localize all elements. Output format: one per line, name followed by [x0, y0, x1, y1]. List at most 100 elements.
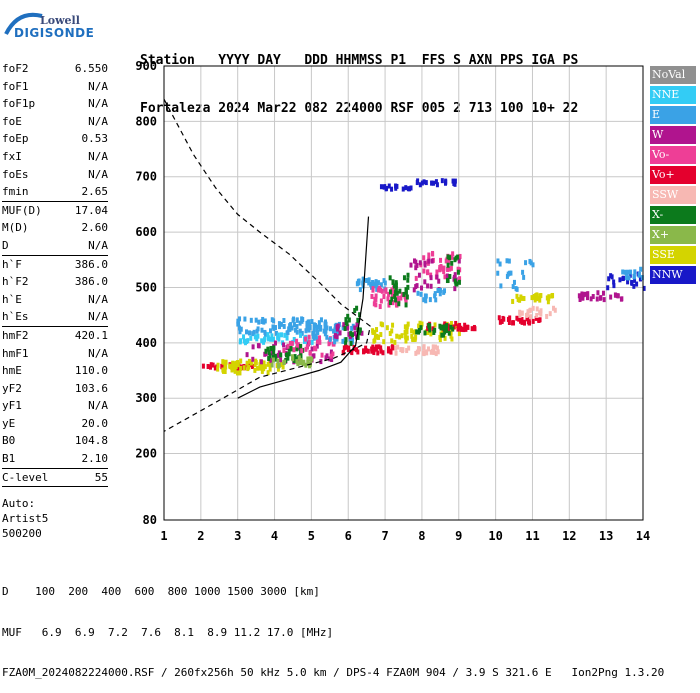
echo-point: [422, 255, 426, 261]
echo-point: [372, 350, 376, 356]
echo-point: [393, 339, 397, 345]
echo-point: [378, 304, 382, 310]
param-label: B0: [2, 434, 16, 448]
echo-point: [306, 319, 310, 325]
echo-point: [404, 302, 408, 308]
echo-point: [224, 359, 228, 365]
echo-point: [443, 335, 447, 341]
echo-point: [438, 323, 442, 329]
echo-point: [381, 350, 385, 356]
echo-point: [418, 260, 422, 266]
echo-point: [519, 318, 523, 324]
echo-point: [295, 346, 299, 352]
echo-point: [601, 290, 605, 296]
echo-point: [448, 266, 452, 272]
echo-point: [582, 292, 586, 298]
echo-point: [435, 182, 439, 188]
echo-point: [521, 269, 525, 275]
echo-point: [535, 292, 539, 298]
echo-point: [330, 357, 334, 363]
echo-point: [295, 329, 299, 335]
echo-point: [279, 321, 283, 327]
echo-point: [384, 186, 388, 192]
param-label: yF2: [2, 381, 22, 395]
legend-item: NNW: [650, 266, 696, 284]
param-value: 420.1: [74, 328, 108, 342]
echo-point: [401, 347, 405, 353]
echo-point: [379, 282, 383, 288]
echo-point: [249, 317, 253, 323]
echo-point: [632, 283, 636, 289]
echo-point: [349, 341, 353, 347]
echo-point: [415, 329, 419, 335]
echo-point: [370, 346, 374, 352]
echo-point: [350, 350, 354, 356]
echo-point: [448, 273, 452, 279]
echo-point: [388, 300, 392, 306]
echo-point: [324, 328, 328, 334]
echo-point: [431, 250, 435, 256]
echo-point: [239, 326, 243, 332]
echo-point: [267, 350, 271, 356]
param-row: foF1p N/A: [2, 95, 108, 113]
echo-point: [262, 339, 266, 345]
echo-point: [538, 293, 542, 299]
echo-point: [428, 327, 432, 333]
echo-point: [272, 318, 276, 324]
param-value: 20.0: [81, 416, 109, 430]
echo-point: [447, 259, 451, 265]
echo-point: [255, 328, 259, 334]
x-tick-label: 10: [488, 529, 502, 543]
echo-point: [429, 331, 433, 337]
echo-point: [351, 337, 355, 343]
echo-point: [264, 348, 268, 354]
echo-point: [251, 344, 255, 350]
echo-point: [268, 362, 272, 368]
echo-point: [304, 336, 308, 342]
echo-point: [423, 279, 427, 285]
x-tick-label: 9: [455, 529, 462, 543]
echo-point: [402, 291, 406, 297]
echo-point: [435, 345, 439, 351]
param-value: 104.8: [74, 434, 108, 448]
echo-point: [304, 362, 308, 368]
echo-point: [279, 352, 283, 358]
echo-point: [445, 323, 449, 329]
param-divider: [2, 486, 108, 488]
echo-point: [305, 325, 309, 331]
echo-point: [642, 285, 646, 291]
echo-point: [289, 346, 293, 352]
echo-point: [355, 305, 359, 311]
echo-point: [406, 272, 410, 278]
echo-point: [267, 356, 271, 362]
echo-point: [382, 278, 386, 284]
echo-point: [310, 339, 314, 345]
echo-point: [426, 283, 430, 289]
param-label: foF2: [2, 62, 29, 75]
echo-point: [255, 336, 259, 342]
echo-point: [318, 335, 322, 341]
echo-point: [239, 365, 243, 371]
echo-point: [538, 297, 542, 303]
echo-point: [249, 335, 253, 341]
footer-distance-row: D 100 200 400 600 800 1000 1500 3000 [km…: [2, 585, 320, 598]
echo-point: [454, 255, 458, 261]
param-value: 2.10: [81, 452, 109, 466]
echo-point: [269, 336, 273, 342]
echo-point: [336, 323, 340, 329]
echo-point: [238, 329, 242, 335]
echo-point: [239, 358, 243, 364]
echo-point: [507, 258, 511, 264]
echo-point: [295, 324, 299, 330]
echo-point: [452, 274, 456, 280]
echo-point: [238, 316, 242, 322]
echo-point: [230, 364, 234, 370]
echo-point: [295, 338, 299, 344]
echo-point: [456, 266, 460, 272]
station-header: Station YYYY DAY DDD HHMMSS P1 FFS S AXN…: [140, 21, 578, 133]
echo-point: [209, 364, 213, 370]
parameter-panel: foF2 6.550 foF1 N/A foF1p N/A foE N/A foEp 0.53 fx…: [2, 60, 108, 541]
echo-point: [295, 359, 299, 365]
echo-point: [379, 332, 383, 338]
echo-point: [274, 356, 278, 362]
